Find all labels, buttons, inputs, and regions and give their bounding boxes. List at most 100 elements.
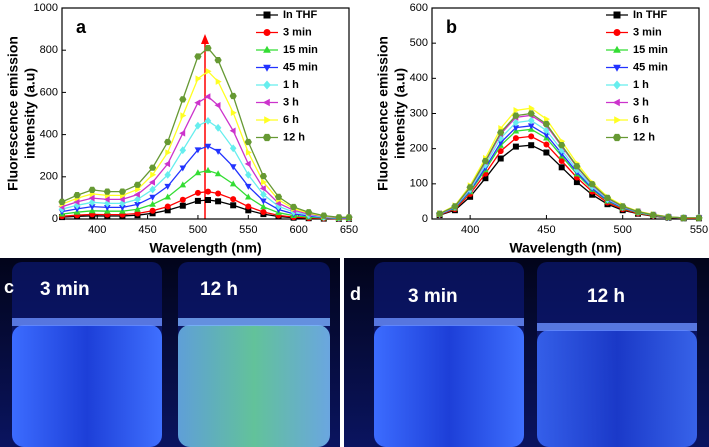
marker: [179, 96, 187, 103]
x-tick-label: 650: [340, 224, 358, 236]
marker: [603, 194, 612, 201]
marker: [230, 202, 237, 209]
marker: [497, 148, 504, 155]
marker: [558, 164, 565, 171]
marker: [215, 190, 222, 197]
marker: [204, 117, 212, 125]
legend-label: 15 min: [283, 44, 318, 56]
legend-marker: [613, 45, 621, 53]
marker: [134, 202, 141, 208]
marker: [164, 203, 171, 210]
marker: [527, 110, 535, 117]
marker: [512, 118, 520, 127]
marker: [215, 78, 222, 85]
marker: [320, 212, 328, 219]
x-tick-label: 500: [189, 224, 207, 236]
marker: [558, 157, 565, 164]
marker: [103, 188, 111, 195]
marker: [527, 123, 535, 130]
legend-marker: [263, 29, 271, 36]
marker: [73, 192, 81, 199]
marker: [104, 205, 111, 211]
marker: [204, 143, 212, 150]
marker: [73, 201, 81, 210]
marker: [134, 195, 141, 204]
marker: [149, 194, 156, 201]
y-tick-label: 300: [410, 107, 428, 119]
y-tick-label: 200: [40, 171, 58, 183]
legend-marker: [264, 116, 272, 124]
panel-label: a: [76, 17, 87, 37]
marker: [229, 164, 237, 171]
y-tick-label: 0: [52, 213, 58, 225]
y-tick-label: 200: [410, 143, 428, 155]
y-tick-label: 100: [410, 178, 428, 190]
marker: [543, 141, 550, 148]
marker: [214, 170, 222, 177]
marker: [259, 185, 266, 192]
marker: [512, 112, 520, 119]
x-axis-label: Wavelength (nm): [149, 240, 261, 256]
legend-marker: [262, 133, 272, 142]
marker: [119, 205, 126, 211]
plot-frame: [61, 7, 350, 220]
marker: [544, 115, 550, 123]
marker: [88, 186, 96, 193]
marker: [205, 188, 212, 195]
photo-c: [0, 258, 340, 447]
marker: [205, 197, 211, 203]
vial-label: 12 h: [587, 286, 625, 307]
marker: [512, 135, 519, 142]
marker: [58, 205, 66, 213]
marker: [513, 107, 520, 114]
marker: [482, 160, 489, 169]
marker: [194, 189, 201, 196]
legend-marker: [614, 116, 622, 124]
x-tick-label: 550: [690, 224, 708, 236]
marker: [73, 206, 81, 213]
marker: [573, 179, 580, 186]
marker: [165, 149, 172, 156]
legend-label: 12 h: [633, 131, 655, 143]
marker: [88, 194, 95, 202]
marker: [164, 193, 171, 200]
y-tick-label: 1000: [34, 2, 58, 14]
marker: [695, 214, 703, 222]
marker: [214, 102, 221, 109]
marker: [164, 183, 171, 190]
x-tick-label: 450: [537, 224, 555, 236]
marker: [261, 178, 267, 186]
marker: [194, 99, 201, 106]
marker: [149, 179, 155, 186]
marker: [558, 142, 566, 149]
legend-marker: [262, 98, 270, 107]
legend-label: 45 min: [633, 61, 668, 73]
marker: [215, 198, 222, 205]
marker: [103, 196, 110, 203]
legend-label: 6 h: [283, 114, 299, 126]
marker: [245, 171, 252, 179]
marker: [335, 214, 343, 221]
marker: [88, 204, 96, 211]
marker: [149, 207, 156, 214]
legend-marker: [613, 64, 621, 72]
marker: [274, 193, 283, 200]
marker: [543, 132, 550, 139]
marker: [260, 190, 267, 199]
marker: [88, 198, 96, 207]
y-axis-label: intensity (a.u): [392, 68, 408, 159]
marker: [204, 45, 212, 52]
marker: [497, 134, 504, 142]
marker: [345, 214, 353, 221]
photo-panel-label: d: [350, 284, 361, 304]
marker: [179, 130, 186, 137]
marker: [205, 68, 212, 75]
marker: [305, 209, 313, 216]
marker: [528, 133, 535, 140]
legend-label: 3 h: [633, 96, 649, 108]
marker: [528, 142, 535, 149]
legend-marker: [263, 11, 271, 19]
marker: [214, 57, 222, 64]
legend-label: 3 h: [283, 96, 299, 108]
marker: [244, 138, 252, 146]
